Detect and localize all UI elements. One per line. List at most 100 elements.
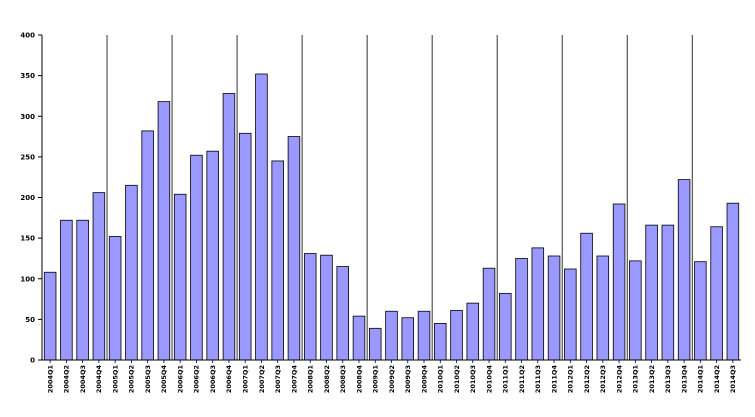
x-tick-label: 2010Q1	[437, 365, 445, 394]
bar-2012Q4	[612, 203, 626, 361]
bar-2011Q1	[499, 292, 512, 361]
bar-2007Q1	[238, 132, 252, 361]
bar-2006Q3	[206, 150, 219, 361]
bar-2009Q4	[417, 310, 431, 361]
x-tick-label: 2009Q1	[372, 365, 380, 394]
bar-2007Q3	[271, 160, 284, 361]
bar-2011Q3	[531, 247, 545, 361]
x-axis-category-labels: 2004Q1 2004Q2 2004Q3 2004Q4 2005Q1 2005Q2 2005…	[46, 360, 737, 393]
x-tick-label: 2010Q2	[453, 365, 461, 393]
bar-2009Q3	[401, 317, 414, 361]
year-grid-lines	[106, 35, 693, 360]
x-tick-label: 2005Q1	[111, 365, 119, 394]
y-tick-label: 50	[25, 316, 35, 324]
x-tick-label: 2009Q2	[388, 365, 396, 393]
x-tick-label: 2014Q1	[697, 365, 705, 394]
bar-2008Q2	[320, 254, 333, 361]
bar-2010Q3	[466, 302, 480, 361]
bar-2005Q2	[125, 184, 138, 361]
bar-2006Q4	[222, 93, 236, 361]
bar-2013Q1	[629, 260, 642, 361]
bar-2005Q4	[157, 101, 171, 361]
x-tick-label: 2012Q1	[567, 365, 575, 394]
bar-2012Q2	[580, 232, 593, 361]
y-tick-label: 350	[20, 72, 35, 80]
bars	[43, 73, 740, 361]
bar-2008Q3	[336, 266, 349, 361]
y-tick-label: 300	[20, 113, 35, 121]
y-tick-label: 400	[20, 32, 35, 40]
x-tick-label: 2012Q4	[615, 365, 623, 394]
x-tick-label: 2010Q3	[469, 365, 477, 393]
x-tick-label: 2008Q4	[355, 365, 363, 394]
bar-2008Q4	[352, 315, 366, 361]
bar-2008Q1	[303, 253, 317, 361]
x-tick-label: 2005Q2	[128, 365, 136, 393]
x-tick-label: 2006Q1	[176, 365, 184, 394]
y-tick-label: 0	[30, 357, 35, 365]
bar-2004Q4	[92, 192, 106, 361]
x-tick-label: 2004Q2	[63, 365, 71, 393]
x-tick-label: 2011Q4	[550, 365, 558, 394]
x-tick-label: 2006Q3	[209, 365, 217, 393]
x-tick-label: 2007Q2	[258, 365, 266, 393]
bar-2007Q2	[255, 73, 268, 361]
x-tick-label: 2009Q4	[420, 365, 428, 394]
bar-2009Q2	[385, 310, 398, 361]
bar-2004Q1	[43, 271, 57, 361]
x-tick-label: 2012Q3	[599, 365, 607, 393]
bar-2009Q1	[368, 327, 382, 361]
x-tick-label: 2004Q4	[95, 365, 103, 394]
bar-2010Q2	[450, 310, 463, 361]
x-tick-label: 2013Q2	[648, 365, 656, 393]
x-tick-label: 2014Q2	[713, 365, 721, 393]
x-tick-label: 2011Q2	[518, 365, 526, 393]
x-tick-label: 2005Q3	[144, 365, 152, 393]
x-tick-label: 2012Q2	[583, 365, 591, 393]
y-tick-label: 100	[20, 275, 35, 283]
x-tick-label: 2008Q3	[339, 365, 347, 393]
x-tick-label: 2013Q3	[664, 365, 672, 393]
bar-2011Q4	[547, 255, 561, 361]
x-tick-label: 2009Q3	[404, 365, 412, 393]
x-tick-label: 2004Q3	[79, 365, 87, 393]
x-tick-label: 2011Q3	[534, 365, 542, 393]
x-tick-label: 2005Q4	[160, 365, 168, 394]
bar-2004Q3	[76, 219, 89, 361]
bar-2006Q2	[190, 154, 203, 361]
bar-2006Q1	[173, 193, 187, 361]
x-tick-label: 2014Q3	[729, 365, 737, 393]
x-tick-label: 2004Q1	[46, 365, 54, 394]
x-tick-label: 2008Q2	[323, 365, 331, 393]
bar-2013Q3	[661, 224, 675, 361]
x-tick-label: 2006Q2	[193, 365, 201, 393]
x-tick-label: 2010Q4	[485, 365, 493, 394]
bar-2005Q1	[108, 236, 122, 361]
bar-2010Q1	[434, 323, 447, 361]
y-axis-ticks: 0 50 100 150 200 250 300 350 400	[20, 32, 42, 365]
x-tick-label: 2006Q4	[225, 365, 233, 394]
x-tick-label: 2008Q1	[307, 365, 315, 394]
x-tick-label: 2007Q1	[241, 365, 249, 394]
x-tick-label: 2011Q1	[502, 365, 510, 394]
bar-2012Q1	[564, 268, 577, 361]
x-tick-label: 2013Q1	[632, 365, 640, 394]
bar-2012Q3	[596, 255, 610, 361]
bar-2005Q3	[141, 130, 154, 361]
x-tick-label: 2013Q4	[680, 365, 688, 394]
y-tick-label: 200	[20, 194, 35, 202]
bar-2011Q2	[515, 258, 528, 361]
bar-2013Q4	[677, 179, 691, 361]
bar-2004Q2	[60, 219, 73, 361]
bar-2014Q3	[726, 202, 740, 361]
x-tick-label: 2007Q4	[290, 365, 298, 394]
y-tick-label: 150	[20, 235, 35, 243]
x-tick-label: 2007Q3	[274, 365, 282, 393]
bar-2014Q1	[694, 261, 707, 361]
bar-2013Q2	[645, 224, 658, 361]
bar-2007Q4	[287, 136, 301, 361]
bar-2010Q4	[482, 267, 496, 361]
y-tick-label: 250	[20, 153, 35, 161]
bar-2014Q2	[710, 226, 723, 361]
